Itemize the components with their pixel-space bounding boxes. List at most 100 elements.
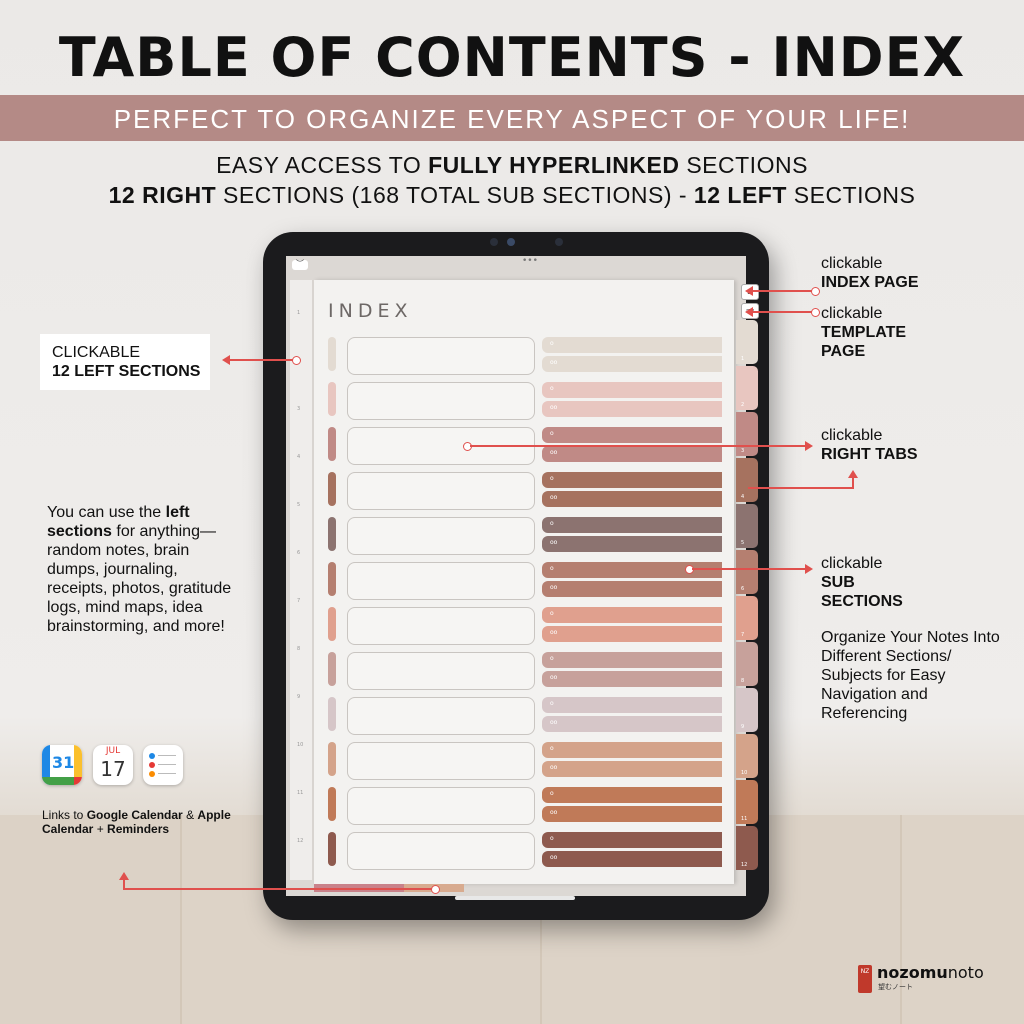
left-section-number[interactable]: 7 — [297, 598, 301, 604]
home-indicator — [455, 896, 575, 900]
right-tab[interactable] — [736, 458, 758, 502]
index-title: INDEX — [328, 300, 413, 322]
section-title-field[interactable] — [347, 832, 535, 870]
left-section-number[interactable]: 9 — [297, 694, 301, 700]
right-tab[interactable] — [736, 826, 758, 870]
sub-section-link[interactable]: oo — [542, 851, 722, 867]
right-tab[interactable] — [736, 320, 758, 364]
right-tab[interactable] — [736, 596, 758, 640]
sub-section-marker: oo — [550, 764, 558, 771]
annotation-sub-sections: clickable SUB SECTIONS — [821, 555, 903, 610]
sub-section-link[interactable]: o — [542, 607, 722, 623]
sub-section-link[interactable]: o — [542, 832, 722, 848]
sub-section-link[interactable]: o — [542, 787, 722, 803]
right-tab-number: 10 — [741, 770, 748, 776]
left-sections-box — [40, 334, 210, 390]
right-tab[interactable] — [736, 412, 758, 456]
annotation-left-use: You can use the left sections for anythi… — [47, 504, 232, 635]
left-section-number[interactable]: 10 — [297, 742, 304, 748]
sub-section-marker: o — [550, 340, 554, 347]
subtitle-line-2: 12 RIGHT SECTIONS (168 TOTAL SUB SECTION… — [108, 182, 916, 208]
right-tab[interactable] — [736, 780, 758, 824]
sub-section-link[interactable]: oo — [542, 401, 722, 417]
section-color-swatch — [328, 832, 336, 866]
right-tab-number: 12 — [741, 862, 748, 868]
right-tab-number: 9 — [741, 724, 745, 730]
left-section-number[interactable]: 4 — [297, 454, 301, 460]
sub-section-marker: oo — [550, 404, 558, 411]
sub-section-link[interactable]: oo — [542, 446, 722, 462]
right-tab[interactable] — [736, 504, 758, 548]
sub-section-link[interactable]: o — [542, 427, 722, 443]
subtitle-line-1: EASY ACCESS TO FULLY HYPERLINKED SECTION… — [216, 152, 808, 178]
sub-section-marker: oo — [550, 809, 558, 816]
section-title-field[interactable] — [347, 742, 535, 780]
sub-section-link[interactable]: oo — [542, 491, 722, 507]
sensor — [490, 238, 498, 246]
sub-section-marker: o — [550, 520, 554, 527]
apple-calendar-icon[interactable]: JUL 17 — [93, 745, 133, 785]
right-tab[interactable] — [736, 734, 758, 778]
left-section-number[interactable]: 1 — [297, 310, 301, 316]
section-title-field[interactable] — [347, 337, 535, 375]
sub-section-link[interactable]: o — [542, 562, 722, 578]
sub-section-link[interactable]: o — [542, 652, 722, 668]
sidebar-toggle-icon[interactable]: ︶ — [292, 260, 308, 270]
section-title-field[interactable] — [347, 697, 535, 735]
sub-section-link[interactable]: o — [542, 382, 722, 398]
left-section-number[interactable]: 12 — [297, 838, 304, 844]
left-section-number[interactable]: 11 — [297, 790, 304, 796]
sub-section-marker: oo — [550, 674, 558, 681]
sub-section-marker: o — [550, 835, 554, 842]
section-title-field[interactable] — [347, 787, 535, 825]
sub-section-link[interactable]: oo — [542, 356, 722, 372]
left-section-number[interactable]: 5 — [297, 502, 301, 508]
right-tab-number: 2 — [741, 402, 745, 408]
section-title-field[interactable] — [347, 607, 535, 645]
right-tab[interactable] — [736, 642, 758, 686]
sub-section-link[interactable]: oo — [542, 626, 722, 642]
arrow-line — [123, 888, 433, 890]
sub-section-marker: o — [550, 475, 554, 482]
sub-section-link[interactable]: o — [542, 742, 722, 758]
reminders-icon[interactable] — [143, 745, 183, 785]
right-tab[interactable] — [736, 366, 758, 410]
arrow-line — [470, 445, 805, 447]
sub-section-link[interactable]: oo — [542, 671, 722, 687]
sub-section-link[interactable]: oo — [542, 536, 722, 552]
left-section-number[interactable]: 6 — [297, 550, 301, 556]
left-section-number[interactable]: 8 — [297, 646, 301, 652]
sub-section-link[interactable]: o — [542, 517, 722, 533]
section-title-field[interactable] — [347, 517, 535, 555]
google-calendar-icon[interactable]: 31 — [42, 745, 82, 785]
arrow-dot — [292, 356, 301, 365]
sub-section-link[interactable]: o — [542, 472, 722, 488]
annotation-organize: Organize Your Notes Into Different Secti… — [821, 629, 1000, 722]
sub-section-marker: o — [550, 565, 554, 572]
section-title-field[interactable] — [347, 562, 535, 600]
arrow-line — [752, 311, 814, 313]
section-title-field[interactable] — [347, 382, 535, 420]
sub-section-link[interactable]: o — [542, 697, 722, 713]
section-color-swatch — [328, 607, 336, 641]
annotation-calendar-links: Links to Google Calendar & Apple Calenda… — [42, 808, 231, 836]
right-tab[interactable] — [736, 688, 758, 732]
section-title-field[interactable] — [347, 652, 535, 690]
section-color-swatch — [328, 652, 336, 686]
sub-section-link[interactable]: oo — [542, 716, 722, 732]
sub-section-link[interactable]: oo — [542, 806, 722, 822]
left-sections-strip[interactable] — [290, 280, 313, 880]
sub-section-marker: oo — [550, 494, 558, 501]
right-tab-number: 11 — [741, 816, 748, 822]
section-color-swatch — [328, 472, 336, 506]
sub-section-link[interactable]: o — [542, 337, 722, 353]
right-tab[interactable] — [736, 550, 758, 594]
section-color-swatch — [328, 697, 336, 731]
sub-section-marker: oo — [550, 539, 558, 546]
sub-section-link[interactable]: oo — [542, 761, 722, 777]
section-title-field[interactable] — [347, 472, 535, 510]
left-section-number[interactable]: 3 — [297, 406, 301, 412]
right-tab-number: 8 — [741, 678, 745, 684]
sub-section-marker: oo — [550, 719, 558, 726]
sub-section-link[interactable]: oo — [542, 581, 722, 597]
